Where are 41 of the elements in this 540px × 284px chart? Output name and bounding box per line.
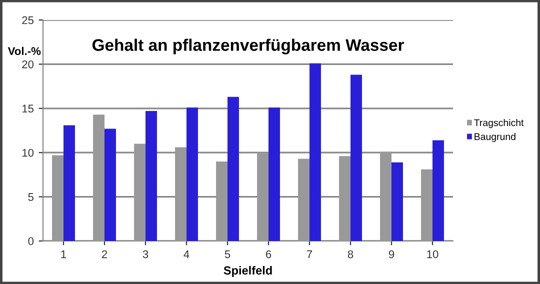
x-axis-title: Spielfeld bbox=[224, 266, 272, 277]
y-tick-label: 10 bbox=[22, 148, 34, 157]
legend-label: Tragschicht bbox=[474, 119, 524, 128]
bar bbox=[380, 152, 392, 241]
bar bbox=[228, 96, 239, 241]
y-tick-label: 5 bbox=[28, 193, 34, 201]
bar bbox=[350, 74, 362, 241]
x-tick-label: 1 bbox=[61, 250, 66, 258]
x-tick-label: 4 bbox=[184, 250, 190, 258]
bar bbox=[104, 128, 116, 241]
bar bbox=[421, 169, 432, 241]
x-tick-label: 7 bbox=[306, 250, 312, 258]
legend-label: Baugrund bbox=[474, 132, 516, 142]
bar bbox=[175, 147, 186, 241]
x-tick-label: 2 bbox=[102, 250, 108, 258]
x-tick-label: 3 bbox=[142, 250, 148, 258]
bar bbox=[310, 63, 321, 241]
x-tick-label: 6 bbox=[266, 250, 272, 258]
text: Gehalt an pflanzenverfügbarem Wasser bbox=[92, 38, 404, 54]
y-tick-label: 20 bbox=[22, 60, 34, 68]
y-tick-label: 25 bbox=[22, 16, 34, 24]
bar bbox=[298, 158, 310, 241]
bar bbox=[216, 161, 228, 241]
x-tick-label: 9 bbox=[388, 250, 394, 258]
bar bbox=[134, 144, 146, 241]
x-tick-label: 5 bbox=[224, 250, 230, 258]
bar bbox=[392, 162, 403, 241]
bar bbox=[64, 125, 75, 241]
bar bbox=[432, 140, 444, 241]
bar bbox=[186, 108, 198, 241]
bar bbox=[93, 114, 104, 241]
x-tick-label: 10 bbox=[427, 250, 438, 258]
x-tick-label: 8 bbox=[348, 250, 354, 258]
y-tick-label: 15 bbox=[22, 104, 34, 113]
bar bbox=[339, 156, 350, 241]
bar bbox=[268, 108, 280, 241]
y-tick-label: 0 bbox=[28, 237, 34, 246]
bar bbox=[257, 153, 268, 241]
y-axis-title: Vol.-% bbox=[8, 46, 41, 56]
bar bbox=[52, 155, 64, 241]
bar bbox=[146, 111, 157, 241]
